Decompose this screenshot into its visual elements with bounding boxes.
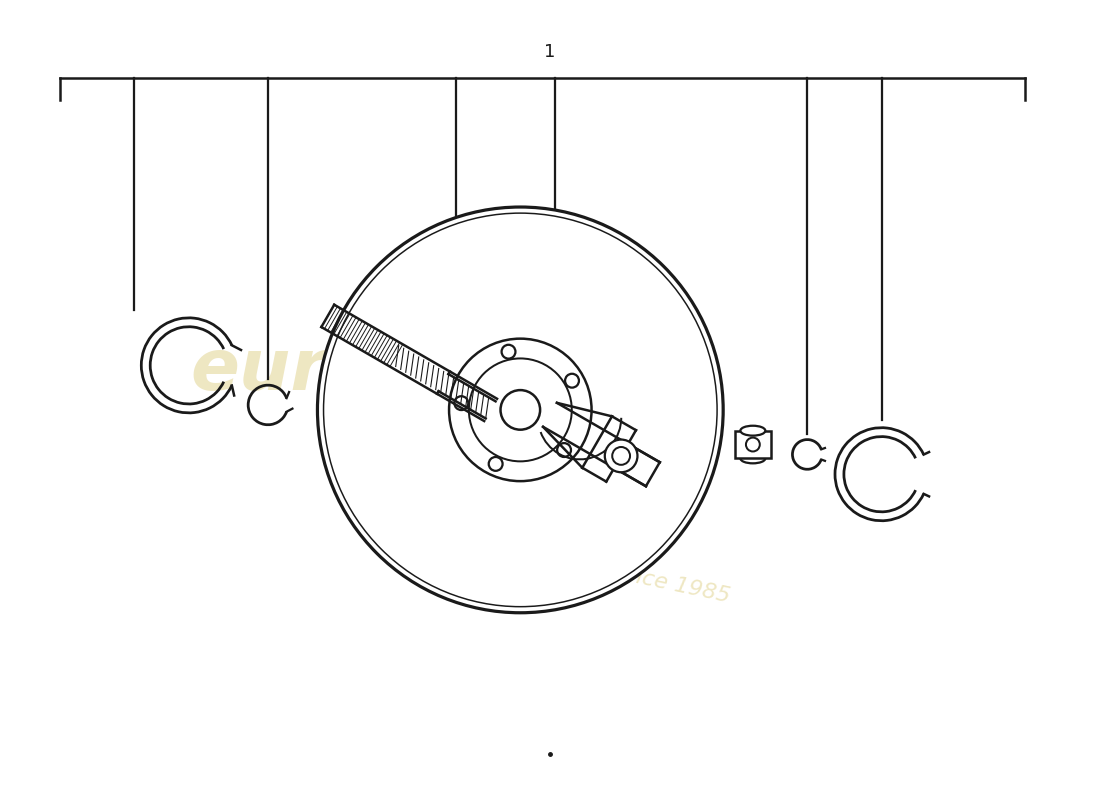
Polygon shape [330, 331, 352, 340]
Polygon shape [454, 584, 464, 605]
Polygon shape [735, 430, 771, 458]
Polygon shape [542, 594, 561, 610]
Text: a passion for porsche since 1985: a passion for porsche since 1985 [368, 510, 732, 606]
Polygon shape [689, 318, 705, 340]
Polygon shape [618, 234, 629, 257]
Polygon shape [371, 266, 394, 280]
Polygon shape [490, 594, 503, 612]
Polygon shape [318, 401, 334, 417]
Polygon shape [525, 595, 542, 613]
Polygon shape [361, 519, 375, 542]
Polygon shape [507, 595, 522, 613]
Polygon shape [603, 225, 613, 247]
Circle shape [469, 358, 572, 462]
Polygon shape [698, 451, 719, 463]
Polygon shape [653, 534, 676, 546]
Circle shape [454, 396, 469, 410]
Polygon shape [439, 221, 473, 232]
Circle shape [500, 390, 540, 430]
Polygon shape [585, 218, 595, 239]
Polygon shape [671, 285, 686, 308]
Polygon shape [324, 348, 344, 358]
Polygon shape [321, 437, 338, 456]
Polygon shape [326, 454, 342, 474]
Polygon shape [358, 281, 381, 294]
Polygon shape [387, 546, 400, 570]
Text: rres: rres [508, 336, 671, 405]
Polygon shape [472, 590, 484, 610]
Polygon shape [640, 546, 663, 560]
Polygon shape [451, 216, 472, 233]
Polygon shape [681, 301, 696, 323]
Circle shape [613, 447, 630, 465]
Polygon shape [373, 534, 387, 557]
Polygon shape [320, 366, 340, 378]
Polygon shape [647, 257, 660, 280]
Polygon shape [470, 211, 490, 228]
Polygon shape [634, 245, 646, 268]
Polygon shape [548, 209, 561, 228]
Polygon shape [561, 590, 581, 606]
Circle shape [565, 374, 579, 388]
Polygon shape [437, 577, 446, 598]
Text: euro: euro [190, 336, 375, 405]
Polygon shape [338, 314, 360, 323]
Polygon shape [403, 558, 415, 581]
Text: po: po [410, 336, 512, 405]
Polygon shape [488, 208, 507, 226]
Polygon shape [666, 519, 689, 531]
Polygon shape [578, 584, 598, 601]
Polygon shape [696, 336, 713, 357]
Polygon shape [705, 413, 723, 428]
Polygon shape [610, 568, 634, 584]
Polygon shape [675, 504, 698, 515]
Polygon shape [703, 432, 722, 446]
Polygon shape [528, 207, 542, 226]
Circle shape [449, 338, 592, 481]
Polygon shape [685, 488, 707, 498]
Polygon shape [416, 231, 438, 247]
Circle shape [502, 345, 516, 358]
Circle shape [746, 438, 760, 451]
Polygon shape [346, 297, 370, 308]
Polygon shape [595, 577, 616, 593]
Polygon shape [432, 223, 454, 239]
Polygon shape [566, 213, 578, 233]
Polygon shape [701, 354, 718, 374]
Polygon shape [340, 488, 355, 510]
Text: 1: 1 [544, 42, 556, 61]
Polygon shape [626, 558, 649, 573]
Polygon shape [399, 242, 422, 257]
Polygon shape [704, 374, 722, 392]
Polygon shape [318, 419, 336, 437]
Polygon shape [693, 470, 714, 480]
Polygon shape [660, 270, 674, 294]
Circle shape [605, 439, 638, 472]
Polygon shape [318, 383, 337, 398]
Polygon shape [706, 393, 723, 410]
Ellipse shape [740, 426, 766, 436]
Polygon shape [331, 472, 348, 493]
Circle shape [318, 207, 723, 613]
Circle shape [557, 443, 571, 457]
Polygon shape [508, 207, 525, 224]
Polygon shape [349, 504, 365, 527]
Polygon shape [419, 568, 430, 590]
Polygon shape [384, 253, 407, 268]
Polygon shape [538, 275, 572, 286]
Circle shape [488, 457, 503, 471]
